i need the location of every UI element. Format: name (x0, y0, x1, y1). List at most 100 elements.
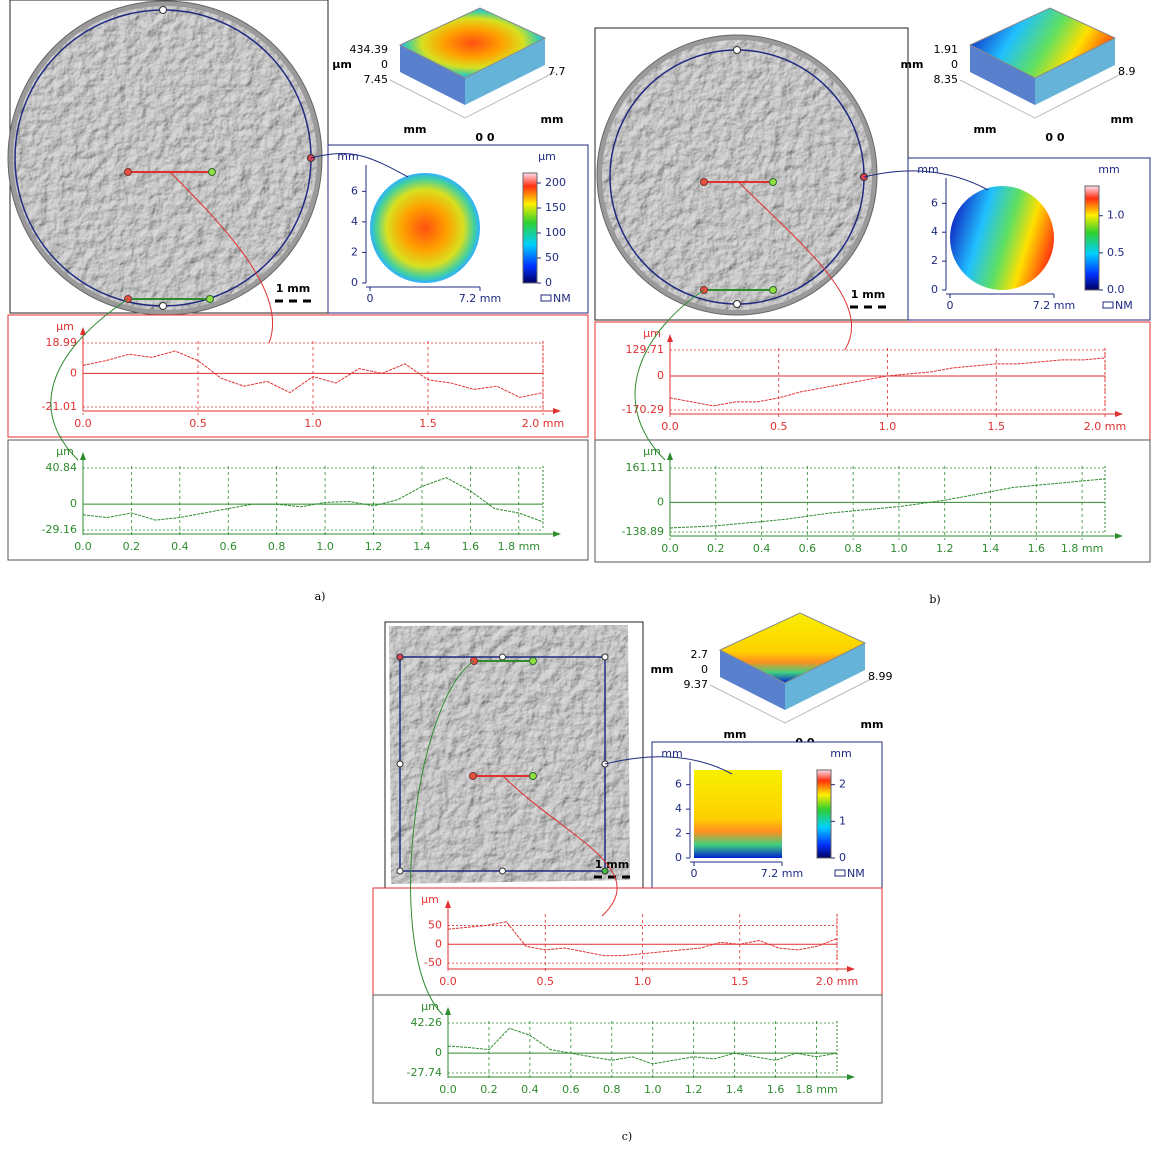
handle (207, 296, 214, 303)
x-tick-label: 1.0 (644, 1083, 662, 1096)
x-tick-label: 0.0 (661, 542, 679, 555)
x-unit-label: mm (404, 123, 427, 136)
handle (530, 773, 537, 780)
legend-label: NM (1115, 299, 1133, 312)
map-x-tick-label: 0 (691, 867, 698, 880)
x-tick-label: 1.4 (413, 540, 431, 553)
y-unit-label: µm (643, 445, 661, 458)
y-tick-label: -170.29 (622, 403, 664, 416)
handle (602, 654, 608, 660)
map-x-tick-label: 7.2 mm (761, 867, 803, 880)
color-bar-tick-label: 1.0 (1107, 209, 1125, 222)
color-bar-unit: mm (830, 747, 851, 760)
color-bar-tick-label: 100 (545, 226, 566, 239)
legend-swatch (835, 870, 845, 876)
sample-surface (13, 6, 317, 310)
x-tick-label: 0.8 (268, 540, 286, 553)
x-tick-label: 0.0 (74, 540, 92, 553)
legend-swatch (1103, 302, 1113, 308)
panel-label: a) (315, 590, 326, 603)
handle (701, 179, 708, 186)
y-unit-label: µm (421, 893, 439, 906)
handle (397, 654, 403, 660)
x-tick-label: 0.6 (799, 542, 817, 555)
sample-surface (389, 625, 630, 884)
map-y-tick-label: 4 (931, 225, 938, 238)
handle (770, 287, 777, 294)
y-tick-label: -138.89 (622, 525, 664, 538)
handle (397, 868, 403, 874)
figure: 1 mm434.39µm07.457.7mmmm0 0mm024607.2 mm… (0, 0, 1153, 1149)
map-x-tick-label: 0 (947, 299, 954, 312)
x-tick-label: 0.5 (189, 417, 207, 430)
legend-label: NM (553, 292, 571, 305)
z-min-label: 0 (701, 663, 708, 676)
scale-bar-label: 1 mm (276, 282, 310, 295)
map-x-tick-label: 7.2 mm (1033, 299, 1075, 312)
x-tick-label: 1.0 (634, 975, 652, 988)
color-bar-tick-label: 0 (839, 851, 846, 864)
x-max-label: 9.37 (684, 678, 709, 691)
x-unit-label: mm (974, 123, 997, 136)
x-tick-label: 1.4 (982, 542, 1000, 555)
y-max-label: 8.99 (868, 670, 893, 683)
panel-label: b) (929, 593, 940, 606)
x-tick-label: 0.2 (480, 1083, 498, 1096)
color-bar (817, 770, 831, 858)
map-y-tick-label: 2 (351, 245, 358, 258)
z-max-label: 434.39 (350, 43, 389, 56)
x-tick-label: 2.0 mm (816, 975, 858, 988)
y-unit-label: mm (541, 113, 564, 126)
x-tick-label: 1.0 (316, 540, 334, 553)
map-y-tick-label: 2 (675, 827, 682, 840)
x-tick-label: 1.8 mm (1061, 542, 1103, 555)
handle (500, 654, 506, 660)
color-bar-tick-label: 200 (545, 176, 566, 189)
x-tick-label: 0.4 (521, 1083, 539, 1096)
x-tick-label: 1.2 (685, 1083, 703, 1096)
x-tick-label: 2.0 mm (522, 417, 564, 430)
x-tick-label: 0.6 (220, 540, 238, 553)
handle (160, 303, 167, 310)
handle (770, 179, 777, 186)
y-unit-label: µm (56, 445, 74, 458)
z-max-label: 1.91 (934, 43, 959, 56)
x-tick-label: 1.5 (419, 417, 437, 430)
y-tick-label: 42.26 (411, 1016, 443, 1029)
x-tick-label: 1.5 (731, 975, 749, 988)
page: 1 mm434.39µm07.457.7mmmm0 0mm024607.2 mm… (0, 0, 1153, 1149)
scale-bar-label: 1 mm (851, 288, 885, 301)
x-tick-label: 1.5 (988, 420, 1006, 433)
z-max-label: 2.7 (691, 648, 709, 661)
z-min-label: 0 (951, 58, 958, 71)
color-bar (1085, 186, 1099, 290)
x-tick-label: 0.2 (707, 542, 725, 555)
x-tick-label: 1.2 (365, 540, 383, 553)
color-bar-tick-label: 0.0 (1107, 283, 1125, 296)
y-unit-label: µm (643, 327, 661, 340)
handle (125, 169, 132, 176)
map-y-unit: mm (337, 150, 358, 163)
height-map (950, 186, 1054, 290)
y-unit-label: mm (1111, 113, 1134, 126)
y-tick-label: 50 (428, 918, 442, 931)
x-tick-label: 1.6 (767, 1083, 785, 1096)
color-bar-tick-label: 50 (545, 251, 559, 264)
x-tick-label: 0.2 (123, 540, 141, 553)
x-tick-label: 0.4 (753, 542, 771, 555)
z-unit-label: µm (332, 58, 352, 71)
color-bar-tick-label: 2 (839, 778, 846, 791)
color-bar-tick-label: 0 (545, 276, 552, 289)
map-y-tick-label: 0 (351, 276, 358, 289)
y-tick-label: 0 (435, 1046, 442, 1059)
x-tick-label: 1.0 (890, 542, 908, 555)
y-tick-label: 0 (70, 497, 77, 510)
y-tick-label: -21.01 (42, 400, 77, 413)
y-unit-label: mm (861, 718, 884, 731)
color-bar (523, 173, 537, 283)
color-bar-unit: µm (538, 150, 556, 163)
x-max-label: 8.35 (934, 73, 959, 86)
handle (530, 658, 537, 665)
x-tick-label: 0.5 (770, 420, 788, 433)
x-tick-label: 0.0 (439, 975, 457, 988)
